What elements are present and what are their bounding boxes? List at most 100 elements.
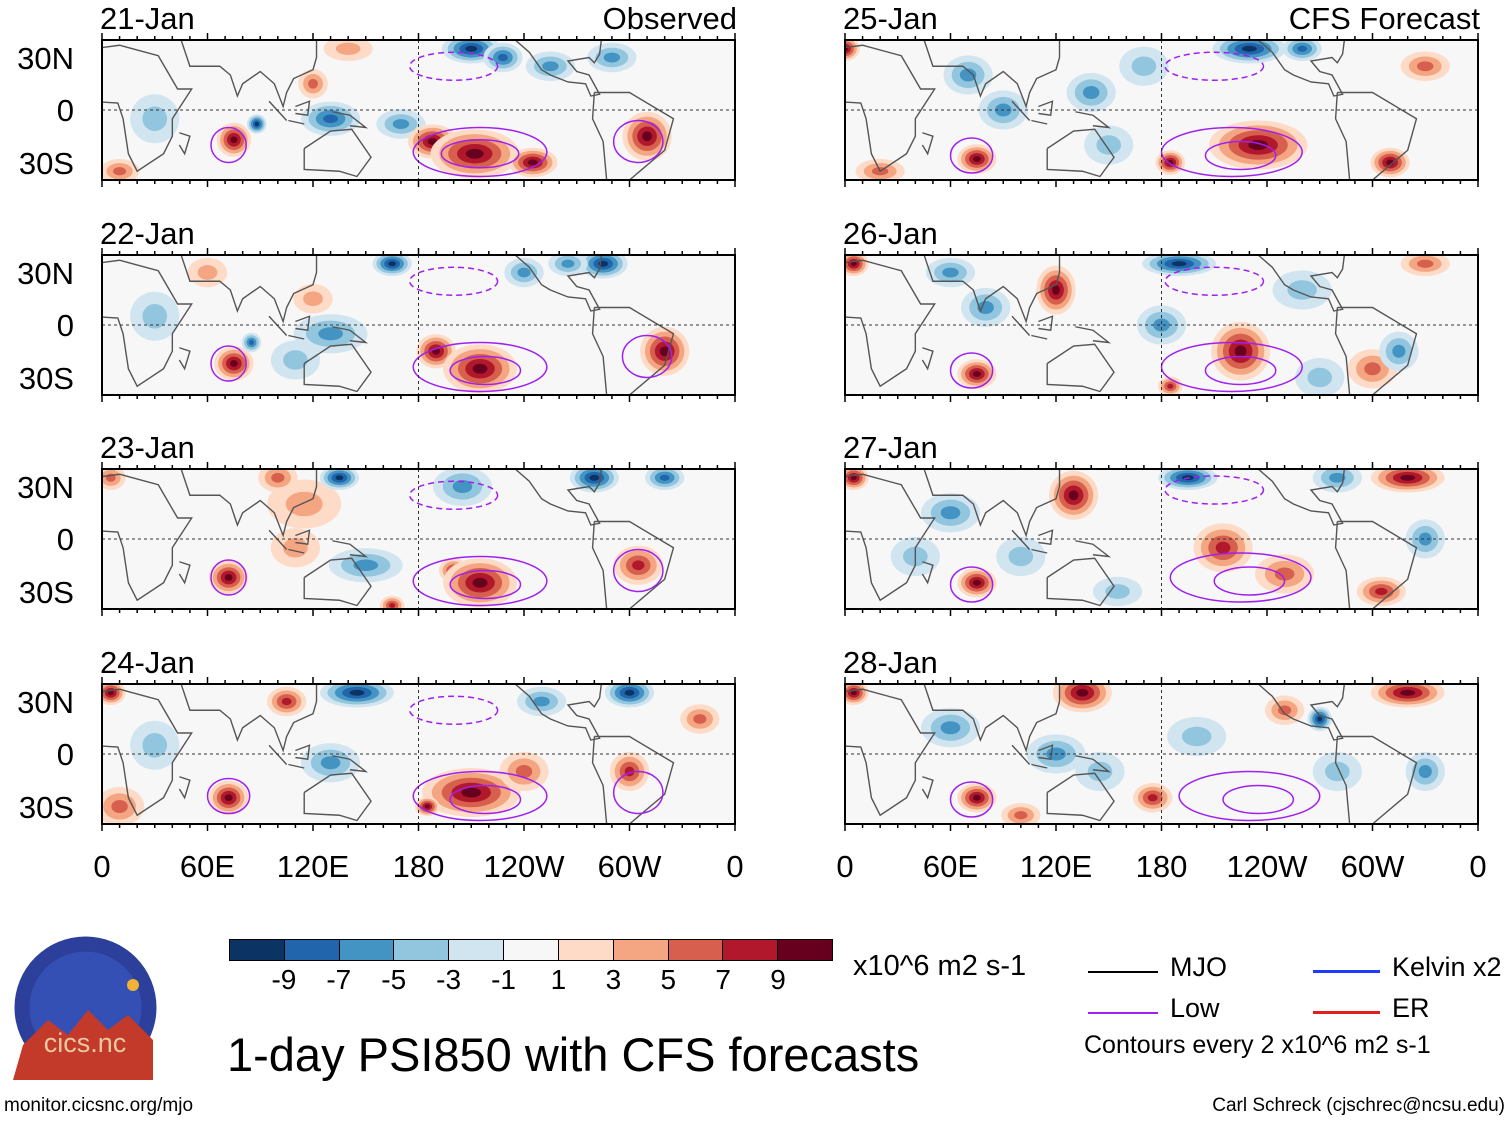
observed-label: Observed [602,1,737,36]
low-contour [210,345,247,382]
coastline [923,40,1061,109]
lat-tick-label: 30S [18,360,74,396]
coastline [102,688,193,817]
low-contour [621,334,673,379]
low-contour [408,695,499,725]
coastline [1011,744,1031,765]
lon-tick-label: 0 [93,849,111,884]
panel-date: 22-Jan [100,216,195,251]
anomaly-level-pos7 [1375,587,1388,596]
coastline [1257,469,1346,526]
anomaly-level-neg7 [497,53,508,62]
coastline [303,343,372,393]
legend-label: Low [1170,993,1220,1023]
anomaly-level-neg9 [254,122,259,126]
coastline [591,735,675,824]
legend-er: ER [1313,993,1430,1024]
anomaly-level-neg5 [542,61,559,72]
colorbar [229,939,833,961]
cics-logo: cics.nc [13,935,158,1080]
coastline [845,44,936,173]
anomaly-level-pos9 [972,156,981,162]
low-contour [949,566,994,603]
lon-tick-label: 180 [1135,849,1188,884]
low-contour [440,139,520,169]
coastline [1031,548,1048,554]
svg-text:cics.nc: cics.nc [44,1028,127,1058]
coastline [1257,40,1346,97]
panel-date: 25-Jan [843,1,938,36]
anomaly-level-pos7 [1167,383,1174,389]
anomaly-level-pos9 [1068,490,1079,501]
low-contour [1178,770,1321,822]
coastline [102,259,193,388]
anomaly-level-neg5 [392,119,410,129]
low-contour [449,355,522,386]
anomaly-level-pos7 [1215,541,1231,554]
coastline [332,755,369,773]
lat-tick-label: 30N [17,469,74,505]
lon-tick-label: 180 [392,849,445,884]
coastline [295,315,311,332]
coastline [1334,735,1418,824]
coastline [591,91,675,180]
coastline [303,772,372,822]
coastline [178,347,191,371]
anomaly-level-pos9 [107,690,114,696]
lon-tick-label: 60E [179,849,236,884]
coastline [1031,119,1048,125]
colorbar-tick-label: 7 [715,964,731,995]
low-contour [210,126,247,164]
low-contour [612,548,664,593]
coastline [295,100,311,117]
low-contour [206,777,251,815]
anomaly-level-pos9 [527,159,538,166]
coastline [1046,128,1115,178]
anomaly-level-neg3 [1307,367,1333,388]
anomaly-level-pos5 [1014,811,1028,820]
coastline [332,540,369,558]
coastline [1075,755,1112,773]
coastline [180,684,318,753]
coastline [845,688,936,817]
psi850-map [844,462,1479,616]
anomaly-level-pos5 [1274,567,1295,581]
coastline [1031,334,1048,340]
low-contour [949,781,994,818]
panel-date: 27-Jan [843,430,938,465]
colorbar-tick-label: 3 [605,964,622,995]
coastline [1046,557,1115,607]
anomaly-level-pos5 [113,167,127,176]
anomaly-level-pos5 [515,764,533,779]
lon-tick-label: 60E [922,849,979,884]
map-panel-24-jan: 24-Jan [100,647,736,831]
panel-date: 21-Jan [100,1,195,36]
psi850-map [101,462,736,616]
coastline [1075,326,1112,344]
anomaly-level-pos9 [972,371,981,377]
coastline [288,119,305,125]
anomaly-level-pos9 [472,363,488,374]
colorbar-swatch [503,940,558,960]
map-panel-27-jan: 27-Jan [843,432,1479,616]
colorbar-swatch [393,940,449,960]
anomaly-level-pos7 [281,697,292,706]
anomaly-level-neg5 [452,479,473,494]
psi850-map [101,677,736,831]
low-contour [1164,475,1265,505]
low-contour [412,770,548,822]
footer-author: Carl Schreck (cjschrec@ncsu.edu) [1212,1095,1505,1116]
lat-tick-label: 30N [17,40,74,76]
anomaly-level-neg7 [323,114,338,124]
anomaly-level-neg5 [1082,85,1100,100]
anomaly-level-neg9 [335,475,344,481]
coastline [295,744,311,761]
lat-tick-label: 30S [18,145,74,181]
anomaly-level-neg9 [1171,261,1187,267]
low-contour [449,784,522,815]
anomaly-level-pos9 [461,787,482,798]
anomaly-level-neg5 [959,68,977,82]
footer-url[interactable]: monitor.cicsnc.org/mjo [4,1095,194,1116]
anomaly-level-neg3 [142,733,168,758]
